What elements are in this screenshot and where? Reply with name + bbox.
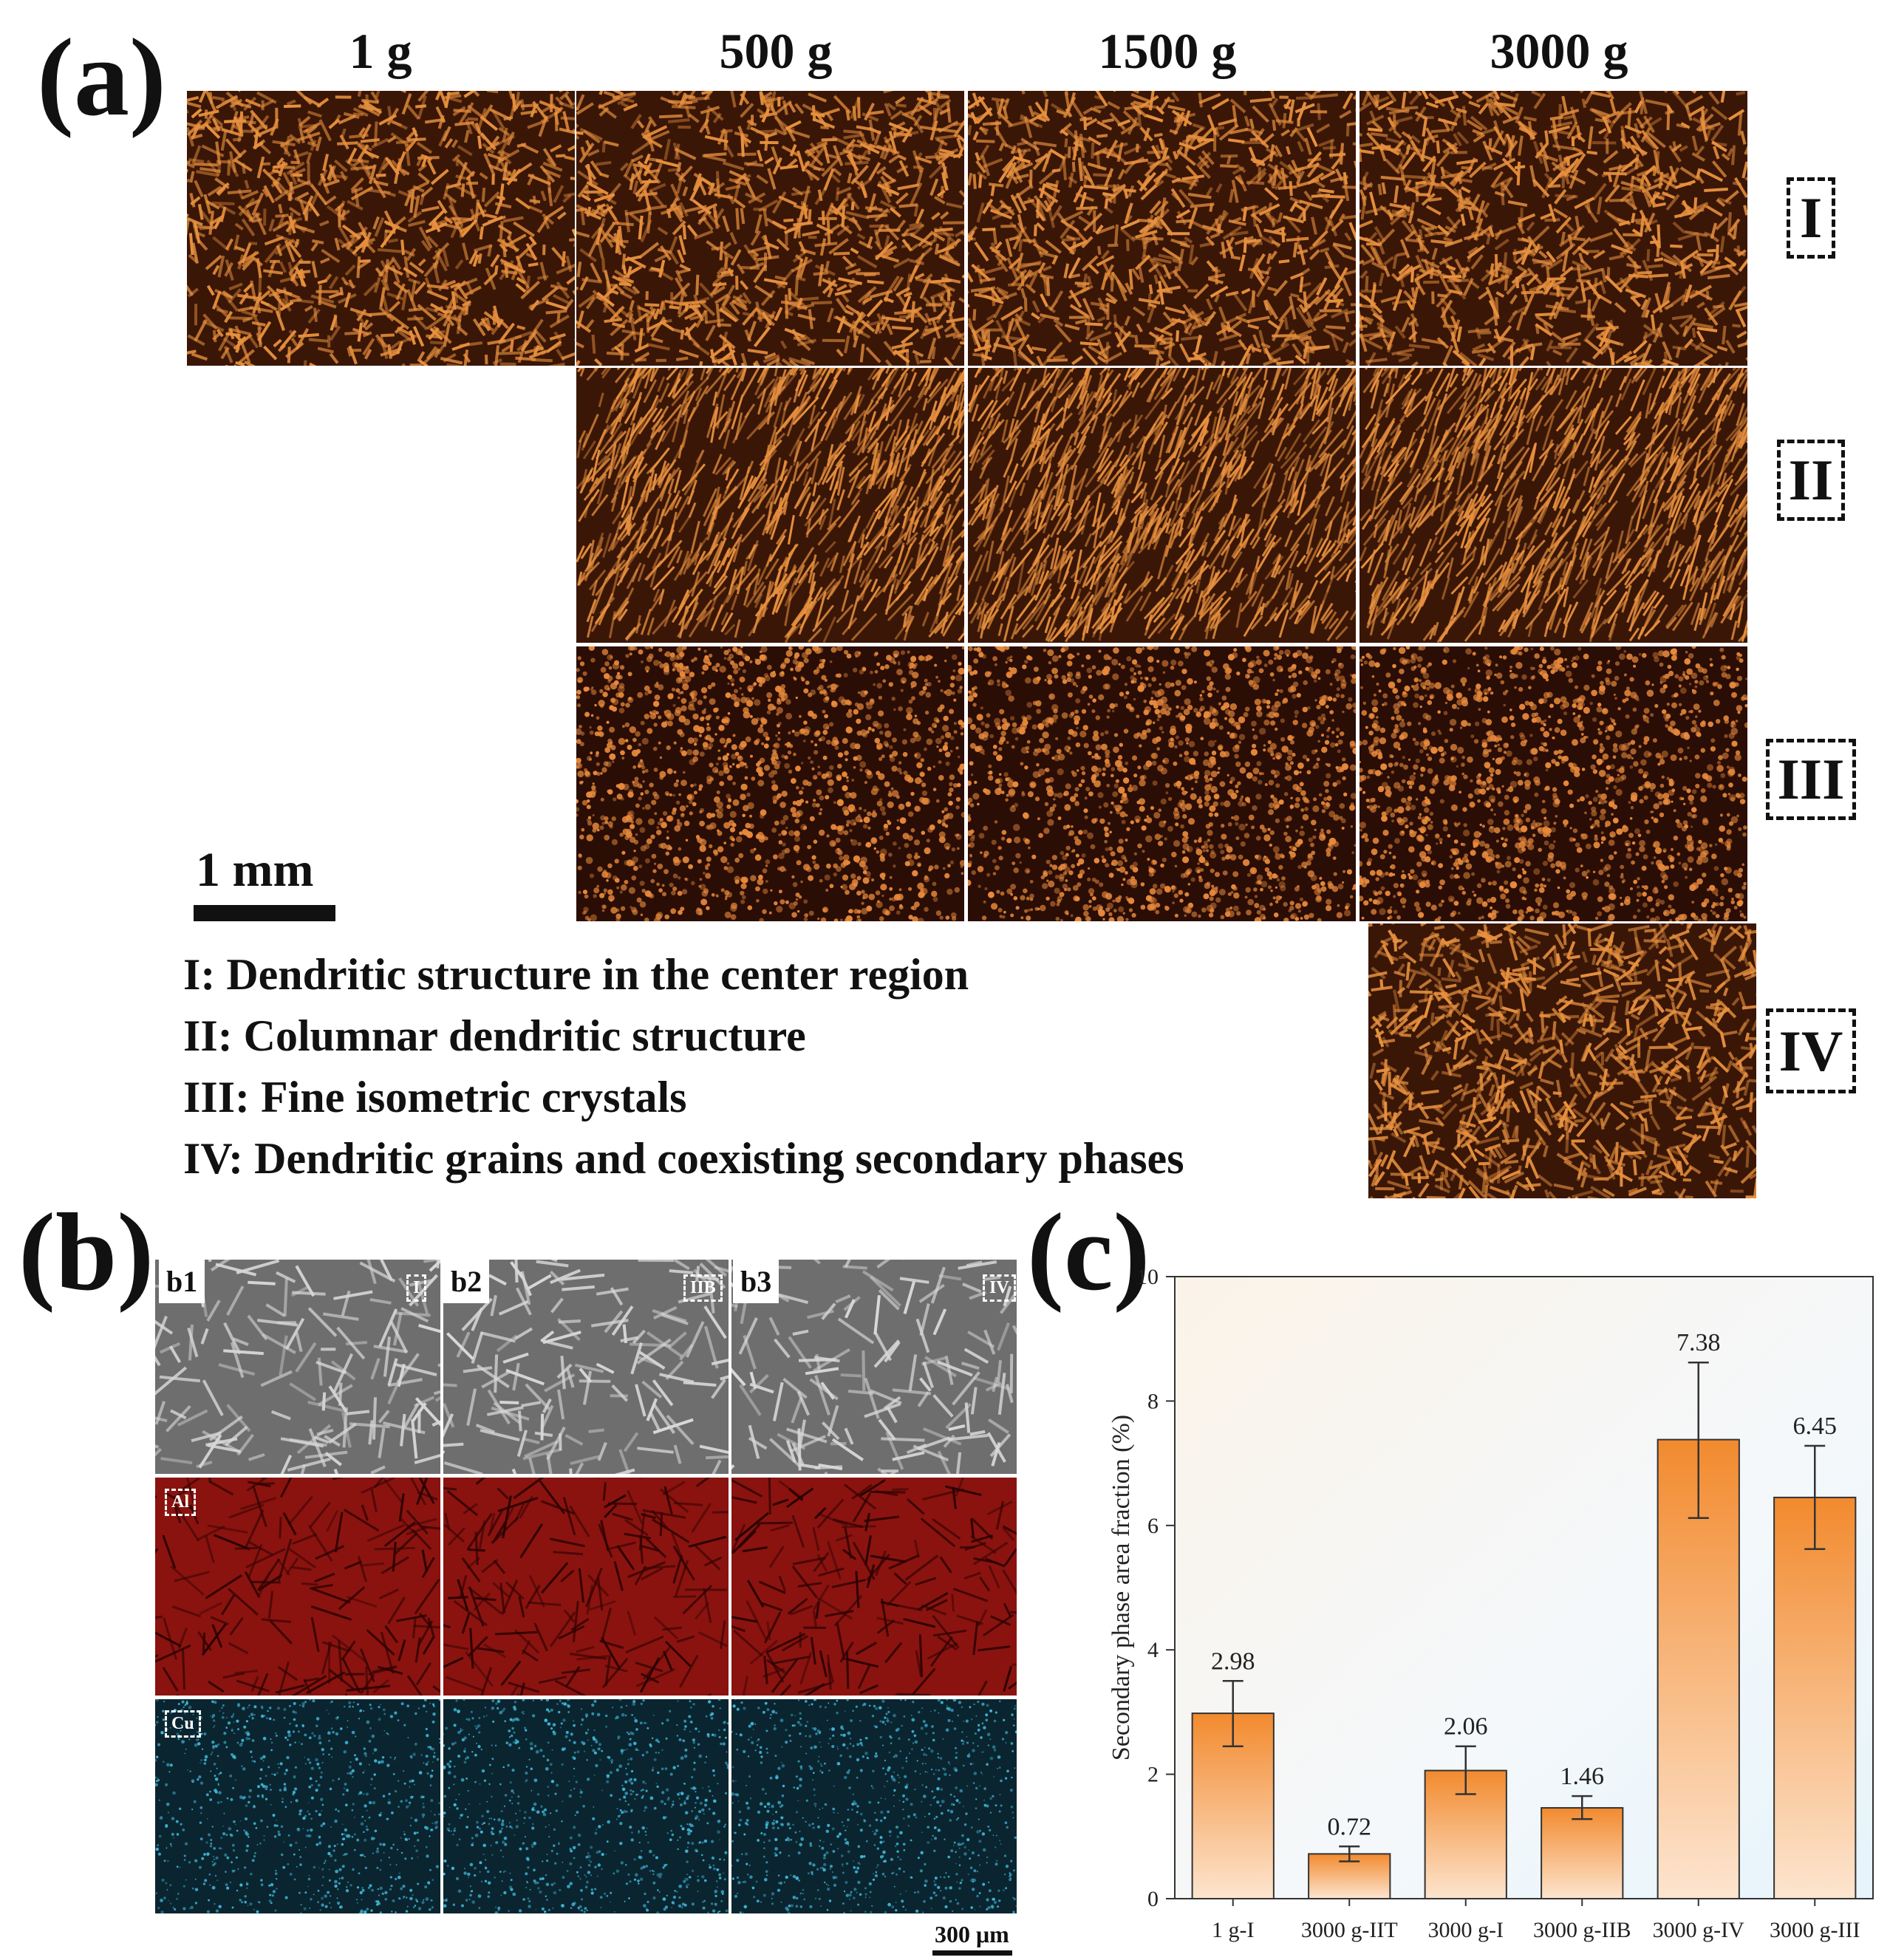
column-header-1500g: 1500 g (1098, 23, 1237, 79)
data-label-0: 2.98 (1211, 1647, 1255, 1675)
scale-bar-a-label: 1 mm (196, 843, 314, 897)
cu-map-label: Cu (165, 1710, 201, 1738)
subpanel-b2-tag: b2 (443, 1260, 490, 1303)
column-header-3000g: 3000 g (1490, 23, 1628, 79)
subpanel-b3-region: IV (983, 1274, 1016, 1302)
al-map-b3 (731, 1478, 1017, 1696)
x-tick-label-0: 1 g-I (1212, 1918, 1254, 1942)
y-tick-label-8: 8 (1147, 1389, 1159, 1413)
data-label-5: 6.45 (1793, 1413, 1838, 1440)
cu-map-b1 (155, 1699, 440, 1913)
x-tick-label-1: 3000 g-IIT (1301, 1918, 1398, 1942)
micrograph-3000g-region-IV (1368, 923, 1756, 1198)
micrograph-500g-region-III (576, 646, 964, 921)
y-tick-label-2: 2 (1147, 1763, 1159, 1787)
micrograph-1500g-region-I (968, 91, 1356, 366)
data-label-1: 0.72 (1328, 1813, 1372, 1840)
micrograph-3000g-region-III (1359, 646, 1747, 921)
x-tick-label-4: 3000 g-IV (1653, 1918, 1744, 1942)
region-label-IV: IV (1766, 1008, 1856, 1093)
sem-b2 (443, 1260, 729, 1474)
legend-line-II: II: Columnar dendritic structure (183, 1011, 806, 1060)
column-header-1g: 1 g (349, 23, 412, 79)
al-map-b2 (443, 1478, 729, 1696)
scale-bar-a (194, 905, 335, 921)
y-tick-label-6: 6 (1147, 1514, 1159, 1538)
subpanel-b1-region: I (406, 1274, 427, 1302)
micrograph-1500g-region-II (968, 368, 1356, 643)
al-map-label: Al (165, 1489, 196, 1516)
scale-bar-b (932, 1950, 1012, 1956)
region-label-III: III (1766, 739, 1856, 820)
y-tick-label-4: 4 (1147, 1638, 1159, 1662)
bar-3 (1541, 1807, 1624, 1899)
panel-b-label: (b) (18, 1191, 154, 1314)
subpanel-b1-tag: b1 (159, 1260, 205, 1303)
plot-area (1174, 1276, 1874, 1899)
region-legend: I: Dendritic structure in the center reg… (183, 949, 1184, 1184)
panel-a-label: (a) (37, 16, 166, 139)
y-tick-label-0: 0 (1147, 1887, 1159, 1911)
micrograph-1g-region-I (187, 91, 575, 366)
x-tick-label-3: 3000 g-IIB (1533, 1918, 1631, 1942)
legend-line-IV: IV: Dendritic grains and coexisting seco… (183, 1134, 1184, 1183)
micrograph-3000g-region-II (1359, 368, 1747, 643)
area-fraction-bar-chart: 0 2 4 6 8 10 Secondary phase area fraction (%)… (1108, 1265, 1874, 1942)
cu-map-b3 (731, 1699, 1017, 1913)
x-tick-label-5: 3000 g-III (1770, 1918, 1860, 1942)
micrograph-3000g-region-I (1359, 91, 1747, 366)
region-label-I: I (1787, 177, 1835, 259)
region-label-II: II (1777, 440, 1845, 521)
micrograph-500g-region-II (576, 368, 964, 643)
data-label-3: 1.46 (1560, 1763, 1605, 1790)
subpanel-b3-tag: b3 (733, 1260, 779, 1303)
x-tick-label-2: 3000 g-I (1428, 1918, 1504, 1942)
cu-map-b2 (443, 1699, 729, 1913)
legend-line-III: III: Fine isometric crystals (183, 1073, 687, 1121)
y-tick-label-10: 10 (1136, 1265, 1159, 1289)
data-label-4: 7.38 (1676, 1329, 1721, 1356)
scale-bar-b-label: 300 μm (935, 1921, 1009, 1947)
sem-b3 (731, 1260, 1017, 1474)
micrograph-500g-region-I (576, 91, 964, 366)
panel-c-label: (c) (1027, 1191, 1150, 1314)
bar-5 (1773, 1496, 1857, 1900)
al-map-b1 (155, 1478, 440, 1696)
y-axis-label: Secondary phase area fraction (%) (1108, 1415, 1135, 1761)
micrograph-1500g-region-III (968, 646, 1356, 921)
subpanel-b2-region: IIB (683, 1274, 723, 1302)
legend-line-I: I: Dendritic structure in the center reg… (183, 950, 969, 999)
column-header-500g: 500 g (719, 23, 833, 79)
data-label-2: 2.06 (1444, 1713, 1488, 1741)
